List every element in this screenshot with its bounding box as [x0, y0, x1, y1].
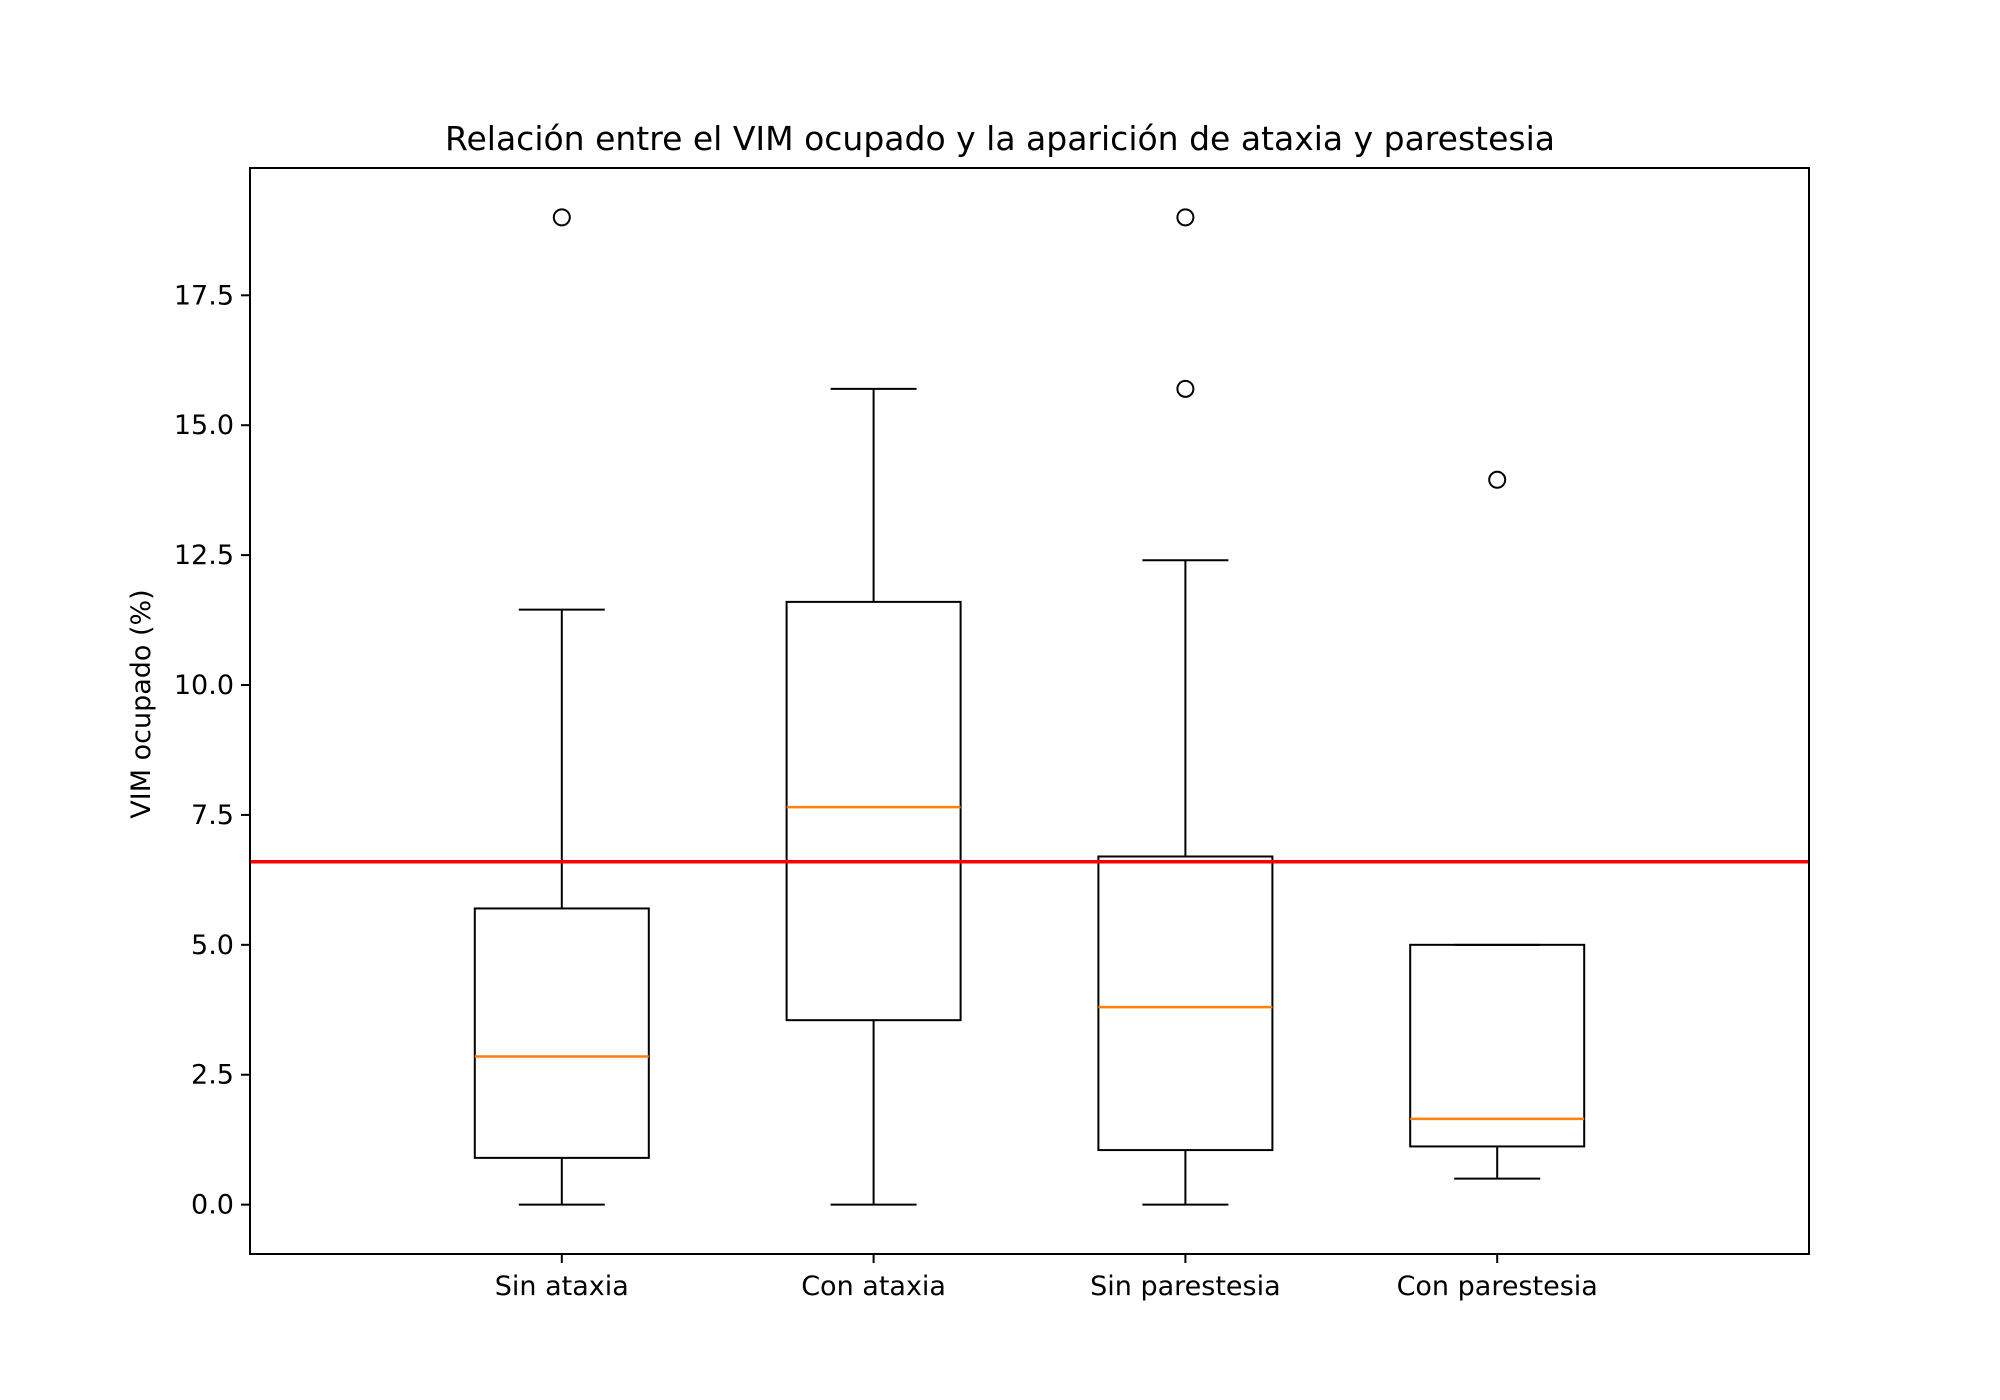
- outlier-point: [1176, 208, 1195, 227]
- y-tick-label: 2.5: [191, 1060, 234, 1091]
- chart-title: Relación entre el VIM ocupado y la apari…: [445, 119, 1555, 158]
- y-tick-label: 15.0: [174, 410, 234, 441]
- x-tick-label: Sin parestesia: [1090, 1271, 1281, 1302]
- y-tick-label: 12.5: [174, 540, 234, 571]
- x-tick-label: Con parestesia: [1397, 1271, 1598, 1302]
- outlier-point: [1488, 470, 1507, 489]
- box-iqr: [473, 907, 650, 1159]
- outlier-point: [552, 208, 571, 227]
- y-tick-label: 7.5: [191, 800, 234, 831]
- y-tick-label: 5.0: [191, 930, 234, 961]
- axes-frame: [249, 167, 1810, 1255]
- box-iqr: [785, 600, 962, 1022]
- y-axis-label: VIM ocupado (%): [126, 589, 157, 818]
- box-iqr: [1409, 943, 1586, 1148]
- y-tick-label: 0.0: [191, 1190, 234, 1221]
- y-tick-label: 17.5: [174, 280, 234, 311]
- outlier-point: [1176, 379, 1195, 398]
- x-tick-label: Sin ataxia: [495, 1271, 629, 1302]
- box-iqr: [1097, 855, 1274, 1152]
- x-tick-label: Con ataxia: [801, 1271, 946, 1302]
- plot-area: 0.0 2.5 5.0 7.5 10.0 12.5 15.0 17.5 Sin ataxia Co…: [174, 208, 1809, 1302]
- y-tick-label: 10.0: [174, 670, 234, 701]
